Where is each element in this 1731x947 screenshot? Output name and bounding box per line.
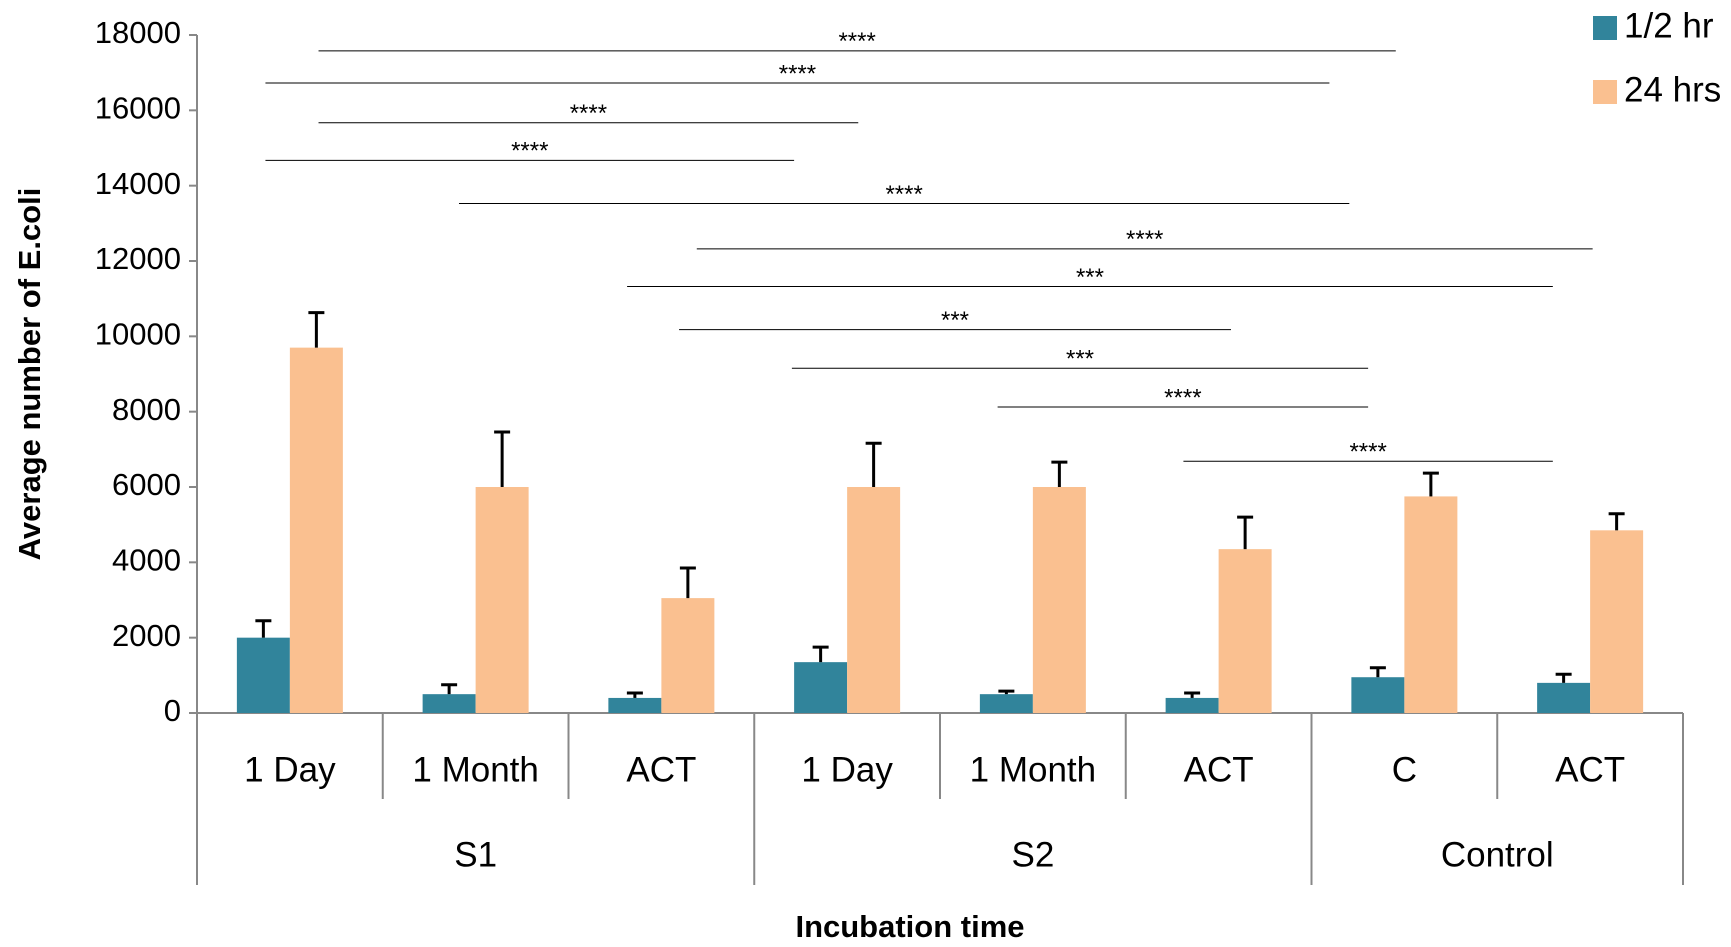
error-bar — [441, 683, 458, 695]
significance-label: **** — [511, 138, 548, 165]
y-tick-label: 6000 — [112, 467, 181, 502]
bar — [1404, 496, 1458, 713]
bar — [661, 598, 715, 713]
x-tick-label: C — [1392, 750, 1417, 789]
error-bar — [255, 619, 272, 638]
bar — [1590, 530, 1644, 713]
bar — [608, 697, 662, 713]
error-bar — [626, 691, 643, 698]
y-tick-label: 0 — [164, 693, 181, 728]
error-bar — [679, 566, 696, 599]
legend-swatch — [1593, 80, 1617, 104]
bar — [289, 347, 343, 713]
significance-label: **** — [838, 28, 875, 55]
significance-label: **** — [1349, 439, 1386, 466]
y-tick-label: 16000 — [95, 91, 181, 126]
error-bar — [308, 311, 325, 348]
y-tick-label: 14000 — [95, 166, 181, 201]
error-bar — [1608, 512, 1625, 531]
significance-label: *** — [1066, 346, 1094, 373]
x-tick-label: 1 Month — [970, 750, 1096, 789]
bar — [847, 487, 901, 713]
y-tick-label: 4000 — [112, 543, 181, 578]
significance-label: **** — [570, 100, 607, 127]
error-bar — [1555, 672, 1572, 683]
error-bar — [1184, 691, 1201, 698]
bar — [236, 637, 290, 713]
y-tick-label: 10000 — [95, 317, 181, 352]
error-bar — [1422, 471, 1439, 497]
y-tick-label: 8000 — [112, 392, 181, 427]
error-bar — [1051, 460, 1068, 487]
y-tick-label: 18000 — [95, 15, 181, 50]
legend-label: 24 hrs — [1624, 70, 1721, 109]
significance-label: *** — [1076, 264, 1104, 291]
error-bar — [1237, 515, 1254, 550]
error-bar — [865, 441, 882, 487]
group-label: Control — [1441, 835, 1554, 874]
bar — [475, 487, 529, 713]
significance-label: **** — [1164, 384, 1201, 411]
bar — [1218, 549, 1272, 713]
legend-swatch — [1593, 16, 1617, 40]
group-label: S2 — [1011, 835, 1054, 874]
bar — [1032, 487, 1086, 713]
x-tick-label: ACT — [1184, 750, 1254, 789]
significance-label: **** — [1126, 226, 1163, 253]
y-axis-title: Average number of E.coli — [12, 188, 47, 561]
bar — [1351, 677, 1405, 713]
bar — [422, 694, 476, 713]
x-tick-label: 1 Day — [801, 750, 893, 789]
group-label: S1 — [454, 835, 497, 874]
x-tick-label: 1 Day — [244, 750, 336, 789]
legend-label: 1/2 hr — [1624, 6, 1714, 45]
significance-label: **** — [779, 60, 816, 87]
y-tick-label: 2000 — [112, 618, 181, 653]
bar — [1537, 682, 1591, 713]
error-bar — [1369, 666, 1386, 678]
x-tick-label: ACT — [626, 750, 696, 789]
bar — [794, 662, 848, 713]
x-axis-title: Incubation time — [795, 909, 1024, 944]
y-tick-label: 12000 — [95, 241, 181, 276]
error-bar — [812, 645, 829, 663]
bar — [1165, 697, 1219, 713]
x-tick-label: ACT — [1555, 750, 1625, 789]
error-bar — [494, 430, 511, 487]
bar — [979, 694, 1033, 713]
x-tick-label: 1 Month — [412, 750, 538, 789]
significance-label: *** — [941, 307, 969, 334]
error-bar — [998, 689, 1015, 695]
significance-label: **** — [885, 181, 922, 208]
